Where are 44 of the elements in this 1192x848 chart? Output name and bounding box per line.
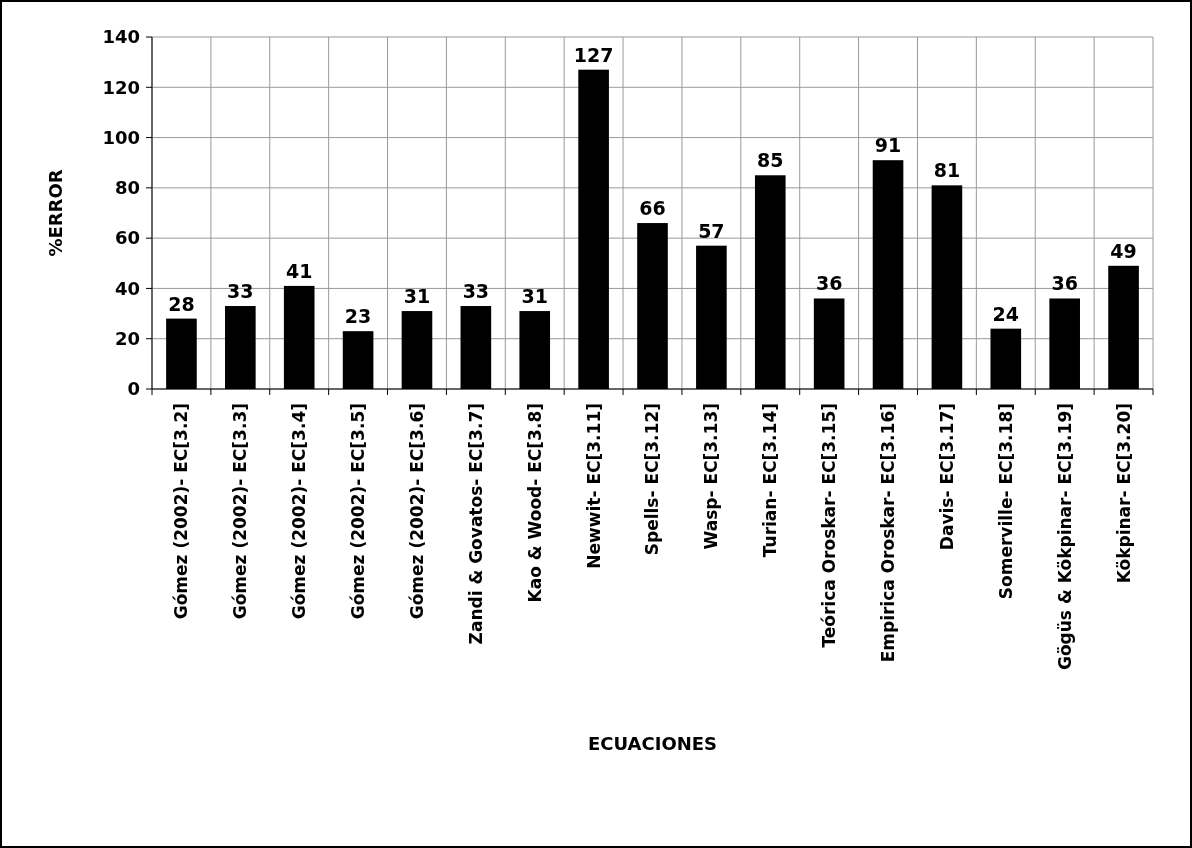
x-tick-label: Empirica Oroskar- EC[3.16] [877,403,898,663]
x-tick-label: Somerville- EC[3.18] [995,403,1016,600]
x-tick-label: Gómez (2002)- EC[3.6] [406,403,427,620]
x-tick-label: Gögüs & Kökpinar- EC[3.19] [1054,403,1075,671]
data-label: 57 [698,219,725,242]
data-label: 41 [285,259,313,282]
y-tick-label: 60 [114,227,140,249]
data-label: 127 [573,43,614,66]
x-tick-label: Kao & Wood- EC[3.8] [524,403,545,603]
data-label: 81 [933,159,961,182]
data-label: 33 [227,280,254,303]
data-label: 36 [1051,272,1078,295]
y-tick-label: 80 [114,177,140,199]
x-tick-label: Newwit- EC[3.11] [583,403,604,569]
x-tick-label: Spells- EC[3.12] [642,403,663,556]
y-tick-label: 100 [102,126,140,148]
y-tick-label: 40 [114,277,140,299]
data-label: 91 [874,134,902,157]
data-label: 31 [403,285,431,308]
x-tick-label: Gómez (2002)- EC[3.3] [230,403,251,620]
x-tick-label: Davis- EC[3.17] [936,403,957,551]
x-tick-label: Turian- EC[3.14] [760,403,781,558]
data-label: 85 [757,149,784,172]
x-tick-label: Gómez (2002)- EC[3.4] [289,403,310,620]
x-tick-label: Zandi & Govatos- EC[3.7] [465,403,486,645]
y-tick-label: 20 [114,328,140,350]
y-tick-label: 140 [102,26,140,48]
data-label: 36 [815,272,843,295]
x-tick-label: Wasp- EC[3.13] [701,403,722,550]
data-label: 23 [344,305,372,328]
x-axis-title: ECUACIONES [587,733,718,754]
data-label: 31 [521,285,548,308]
data-label: 28 [168,292,195,315]
x-tick-label: Teórica Oroskar- EC[3.15] [819,403,840,648]
data-label: 49 [1110,239,1137,262]
data-label: 24 [992,302,1020,325]
x-tick-label: Gómez (2002)- EC[3.5] [348,403,369,620]
y-axis-title: %ERROR [45,169,66,257]
y-tick-label: 0 [127,378,140,400]
data-label: 66 [639,197,666,220]
x-tick-label: Gómez (2002)- EC[3.2] [171,403,192,620]
data-label: 33 [462,280,490,303]
x-tick-label: Kökpinar- EC[3.20] [1113,403,1134,584]
y-tick-label: 120 [102,76,140,98]
